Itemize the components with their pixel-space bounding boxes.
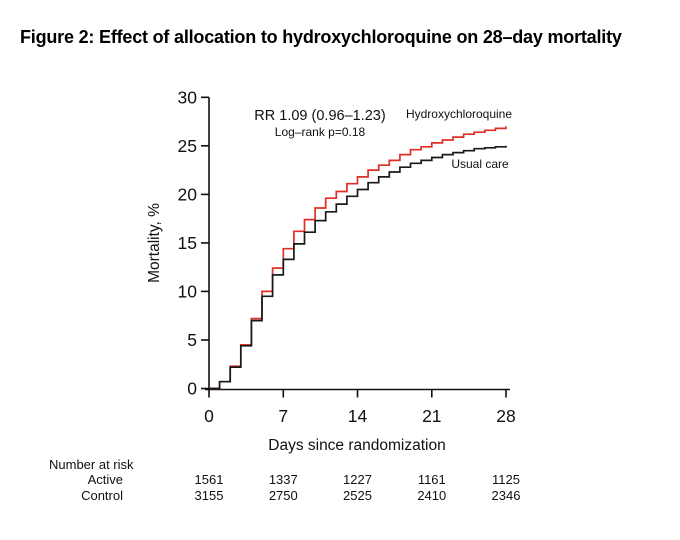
risk-count: 1227 xyxy=(343,472,372,487)
y-tick-label: 30 xyxy=(178,87,198,107)
x-axis-title: Days since randomization xyxy=(268,437,445,454)
y-axis-title: Mortality, % xyxy=(146,203,163,283)
y-tick-label: 25 xyxy=(178,136,197,156)
figure-title: Figure 2: Effect of allocation to hydrox… xyxy=(20,27,622,47)
risk-count: 2410 xyxy=(417,488,446,503)
x-tick-label: 28 xyxy=(496,406,515,426)
risk-count: 1337 xyxy=(269,472,298,487)
risk-row-label-control: Control xyxy=(81,488,123,503)
usual-care-series-label: Usual care xyxy=(451,157,509,171)
risk-count: 3155 xyxy=(195,488,224,503)
risk-count: 1125 xyxy=(492,472,520,487)
rr-annotation: RR 1.09 (0.96–1.23) xyxy=(254,108,385,124)
risk-count: 2525 xyxy=(343,488,372,503)
logrank-annotation: Log–rank p=0.18 xyxy=(275,125,366,139)
risk-count: 1161 xyxy=(418,472,446,487)
x-tick-label: 21 xyxy=(422,406,441,426)
y-tick-label: 5 xyxy=(187,330,197,350)
risk-count: 1561 xyxy=(195,472,224,487)
number-at-risk-table: Number at risk Active Control 1561 1337 12… xyxy=(49,457,520,503)
axes: 0 5 10 15 20 25 30 0 7 14 21 28 xyxy=(178,87,516,426)
y-tick-label: 20 xyxy=(178,184,198,204)
curves xyxy=(209,126,507,390)
y-tick-label: 15 xyxy=(178,233,197,253)
y-tick-label: 0 xyxy=(187,379,197,399)
x-tick-label: 7 xyxy=(278,406,288,426)
hydroxychloroquine-series-label: Hydroxychloroquine xyxy=(406,107,512,121)
x-tick-label: 14 xyxy=(348,406,368,426)
usual-care-curve xyxy=(209,145,507,390)
y-tick-label: 10 xyxy=(178,281,198,301)
risk-row-label-active: Active xyxy=(88,472,123,487)
risk-count: 2750 xyxy=(269,488,298,503)
risk-counts: 1561 1337 1227 1161 1125 3155 2750 2525 2410 2346 xyxy=(195,472,521,503)
x-tick-label: 0 xyxy=(204,406,214,426)
risk-count: 2346 xyxy=(492,488,521,503)
risk-table-header: Number at risk xyxy=(49,457,134,472)
